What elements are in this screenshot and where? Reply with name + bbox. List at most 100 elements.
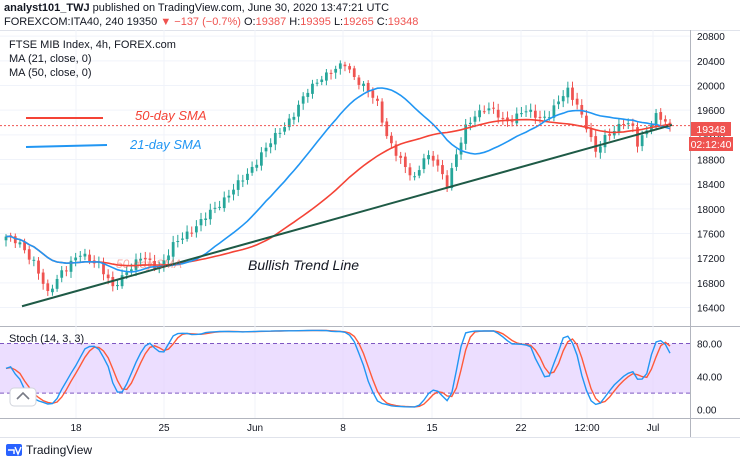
candle-body xyxy=(366,82,370,92)
countdown-tag-text: 02:12:40 xyxy=(691,139,732,151)
publish-info: published on TradingView.com, June 30, 2… xyxy=(92,2,390,14)
candle-body xyxy=(390,135,393,144)
legend-ma50: MA (50, close, 0) xyxy=(9,67,92,79)
candle-body xyxy=(260,152,263,166)
candle-body xyxy=(468,122,472,125)
stoch-band xyxy=(0,343,690,394)
candle-body xyxy=(533,110,537,118)
low-value: 19265 xyxy=(343,16,374,28)
candle-body xyxy=(547,117,551,119)
candle-body xyxy=(329,72,333,74)
high-label: H: xyxy=(289,16,301,28)
candle-body xyxy=(236,180,240,190)
candle-body xyxy=(459,142,463,155)
candle-body xyxy=(413,176,416,178)
candle-body xyxy=(4,236,8,241)
candle-body xyxy=(376,98,379,101)
candle-body xyxy=(636,127,639,147)
candle-body xyxy=(422,158,426,170)
candle-body xyxy=(190,232,194,234)
candle-body xyxy=(199,219,203,226)
price-tick-label: 20800 xyxy=(697,32,725,43)
trend-line xyxy=(21,124,673,308)
stoch-tick-label: 80.00 xyxy=(697,340,722,351)
candle-body xyxy=(208,209,212,220)
candle-body xyxy=(427,155,430,160)
candle-body xyxy=(571,87,574,100)
sma50-faded-annotation: 50-day SMA xyxy=(116,257,182,271)
candle-body xyxy=(278,132,282,134)
time-axis-labels: 18 25 Jun 8 15 22 12:00 Jul xyxy=(70,423,659,434)
candle-body xyxy=(501,117,505,119)
ma50-line xyxy=(5,118,671,267)
candle-body xyxy=(464,124,468,144)
candle-body xyxy=(106,274,110,279)
time-tick-label: Jun xyxy=(247,423,263,434)
price-tick-label: 19200 xyxy=(697,131,725,142)
ohlc-line: FOREXCOM:ITA40, 240 19350 ▼ −137 (−0.7%)… xyxy=(4,16,418,28)
candle-body xyxy=(283,127,286,132)
candle-body xyxy=(129,269,133,272)
candle-body xyxy=(83,253,87,257)
candle-body xyxy=(181,238,184,240)
candle-body xyxy=(654,113,658,127)
candle-body xyxy=(385,121,389,137)
stoch-k-line xyxy=(5,329,671,408)
sma21-annotation: 21-day SMA xyxy=(129,137,202,152)
candle-body xyxy=(176,241,180,243)
candle-body xyxy=(663,119,667,122)
stoch-tick-label: 0.00 xyxy=(697,406,717,417)
candle-body xyxy=(125,272,129,275)
candle-body xyxy=(194,226,198,233)
candle-body xyxy=(561,96,565,102)
candle-body xyxy=(171,242,175,257)
price-tick-label: 20400 xyxy=(697,57,725,68)
candle-body xyxy=(594,136,598,152)
candle-body xyxy=(255,164,259,168)
price-tick-label: 17600 xyxy=(697,230,725,241)
price-axis-labels: 16400 16800 17200 17600 18000 18400 18800 19200… xyxy=(697,32,725,314)
candle-body xyxy=(148,258,152,260)
candle-body xyxy=(227,195,231,198)
candle-body xyxy=(32,259,36,261)
author-name[interactable]: analyst101_TWJ xyxy=(4,2,90,14)
candle-body xyxy=(478,110,482,118)
price-tick-label: 16400 xyxy=(697,304,725,315)
candle-body xyxy=(23,241,26,251)
candle-body xyxy=(455,154,458,167)
candle-body xyxy=(520,113,523,115)
candle-body xyxy=(46,283,50,292)
candle-body xyxy=(41,272,45,284)
candle-body xyxy=(543,116,547,118)
candle-body xyxy=(552,105,556,118)
candle-body xyxy=(408,167,412,176)
candle-body xyxy=(287,118,291,128)
price-tick-label: 18400 xyxy=(697,180,725,191)
ma21-line xyxy=(5,87,671,273)
candle-body xyxy=(139,258,143,261)
candle-body xyxy=(320,79,324,82)
candle-body xyxy=(580,104,584,115)
stoch-tick-label: 40.00 xyxy=(697,373,722,384)
candle-body xyxy=(306,92,310,97)
candle-body xyxy=(51,288,54,293)
candle-body xyxy=(441,165,444,175)
publish-line: analyst101_TWJ published on TradingView.… xyxy=(4,2,389,14)
candle-body xyxy=(640,135,644,147)
stoch-label: Stoch (14, 3, 3) xyxy=(9,333,84,345)
tradingview-logo-icon[interactable] xyxy=(6,444,22,456)
candle-body xyxy=(473,116,477,122)
collapse-chevron-icon[interactable] xyxy=(9,387,37,407)
price-tick-label: 19600 xyxy=(697,106,725,117)
footer-brand[interactable]: TradingView xyxy=(26,443,92,457)
candle-body xyxy=(250,166,254,173)
time-tick-label: 18 xyxy=(70,423,82,434)
candle-body xyxy=(487,108,491,111)
candle-body xyxy=(394,144,398,156)
candle-body xyxy=(668,122,672,126)
candle-body xyxy=(492,107,495,109)
candle-body xyxy=(116,284,119,287)
candle-body xyxy=(338,63,342,69)
candle-body xyxy=(292,116,296,120)
